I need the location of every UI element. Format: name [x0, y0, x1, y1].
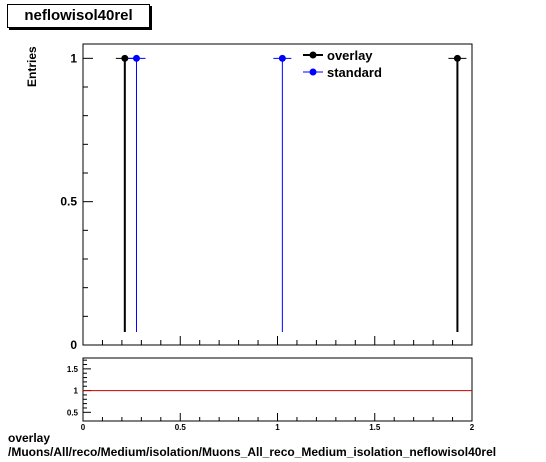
overlay-point	[453, 54, 461, 62]
y-tick-label: 0.5	[60, 195, 77, 209]
histogram-title: neflowisol40rel	[7, 4, 150, 28]
legend-overlay-label: overlay	[327, 48, 373, 63]
ratio-y-tick-label: 1.5	[67, 365, 79, 374]
ratio-y-tick-label: 0.5	[67, 408, 79, 417]
ratio-plot: 0.511.50 0.5 1 1.5 2	[67, 357, 475, 432]
legend-standard-label: standard	[327, 65, 382, 80]
ratio-y-tick-label: 1	[74, 387, 79, 396]
ratio-x-tick-label: 1	[275, 423, 280, 432]
y-tick-label: 0	[70, 338, 77, 352]
main-plot: 0 0.5 1 Entries overlay standard	[25, 43, 473, 352]
ratio-x-tick-label: 1.5	[369, 423, 381, 432]
ratio-frame	[82, 357, 473, 422]
standard-point	[278, 54, 286, 62]
y-tick-label: 1	[70, 51, 77, 65]
ratio-x-tick-label: 0	[81, 423, 86, 432]
ratio-x-tick-label: 2	[470, 423, 475, 432]
legend-overlay-marker	[309, 51, 317, 59]
legend-standard-marker	[309, 68, 317, 76]
main-frame	[82, 43, 473, 346]
overlay-point	[121, 54, 129, 62]
caption-line-2: /Muons/All/reco/Medium/isolation/Muons_A…	[8, 445, 497, 459]
caption-line-1: overlay	[8, 431, 51, 445]
ratio-x-tick-label: 0.5	[175, 423, 187, 432]
standard-point	[132, 54, 140, 62]
y-axis-label: Entries	[25, 46, 39, 87]
